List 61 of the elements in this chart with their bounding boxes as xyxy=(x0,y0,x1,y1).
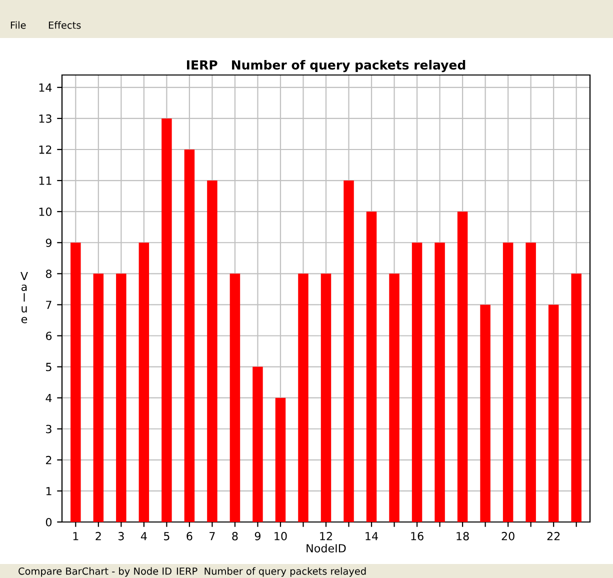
y-tick-label: 4 xyxy=(46,394,52,402)
bar xyxy=(366,212,377,522)
y-tick-label: 11 xyxy=(39,176,52,185)
x-tick-label: 9 xyxy=(254,532,260,540)
x-axis-title: NodeID xyxy=(306,544,346,552)
y-tick-label: 9 xyxy=(46,238,52,248)
bar xyxy=(548,304,559,522)
bar xyxy=(434,242,445,522)
y-tick-label: 0 xyxy=(46,518,52,526)
x-tick-label: 16 xyxy=(411,532,424,540)
y-tick-label: 7 xyxy=(46,300,52,309)
bar xyxy=(252,366,263,522)
bar xyxy=(412,242,422,522)
bar xyxy=(298,274,308,522)
x-tick-label: 3 xyxy=(118,532,124,540)
y-axis-title: Value xyxy=(20,272,28,324)
x-tick-label: 22 xyxy=(547,532,560,540)
bar xyxy=(93,274,104,522)
text: Compare BarChart - by Node ID xyxy=(18,567,172,577)
x-tick-label: 6 xyxy=(186,532,192,540)
x-tick-label: 1 xyxy=(73,532,78,540)
x-tick-label: 8 xyxy=(232,532,238,540)
bar xyxy=(230,274,240,522)
y-tick-label: 3 xyxy=(46,424,52,434)
bar xyxy=(502,242,514,522)
x-tick-label: 18 xyxy=(456,532,469,540)
chart-title: IERP Number of query packets relayed xyxy=(187,60,466,72)
bar xyxy=(480,304,490,522)
bar xyxy=(344,180,354,522)
y-tick-label: 12 xyxy=(39,145,52,154)
text: File xyxy=(10,21,26,29)
bar xyxy=(457,212,468,522)
bar xyxy=(389,274,400,522)
y-tick-label: 13 xyxy=(39,114,52,123)
text: IERP Number of query packets relayed xyxy=(176,567,366,577)
y-tick-label: 1 xyxy=(46,487,52,496)
y-tick-label: 6 xyxy=(46,332,52,340)
x-tick-label: 14 xyxy=(366,532,378,540)
x-tick-label: 2 xyxy=(96,532,101,540)
bar xyxy=(275,398,286,522)
y-tick-label: 8 xyxy=(46,270,52,278)
y-tick-label: 14 xyxy=(39,84,52,92)
bar xyxy=(571,274,582,522)
x-tick-label: 10 xyxy=(274,532,287,540)
bar xyxy=(70,242,81,522)
x-tick-label: 20 xyxy=(502,532,514,540)
x-tick-label: 7 xyxy=(210,532,215,540)
y-tick-label: 5 xyxy=(46,362,52,372)
x-tick-label: 12 xyxy=(320,532,332,540)
bar xyxy=(526,242,536,522)
y-tick-label: 2 xyxy=(46,456,52,464)
bar xyxy=(116,274,126,522)
bar xyxy=(207,180,218,522)
bar xyxy=(184,150,195,522)
x-tick-label: 5 xyxy=(164,532,170,540)
bar xyxy=(162,118,172,522)
bar xyxy=(320,274,332,522)
bar xyxy=(138,242,150,522)
text: Effects xyxy=(48,21,81,29)
y-tick-label: 10 xyxy=(39,208,52,216)
x-tick-label: 4 xyxy=(140,532,147,540)
